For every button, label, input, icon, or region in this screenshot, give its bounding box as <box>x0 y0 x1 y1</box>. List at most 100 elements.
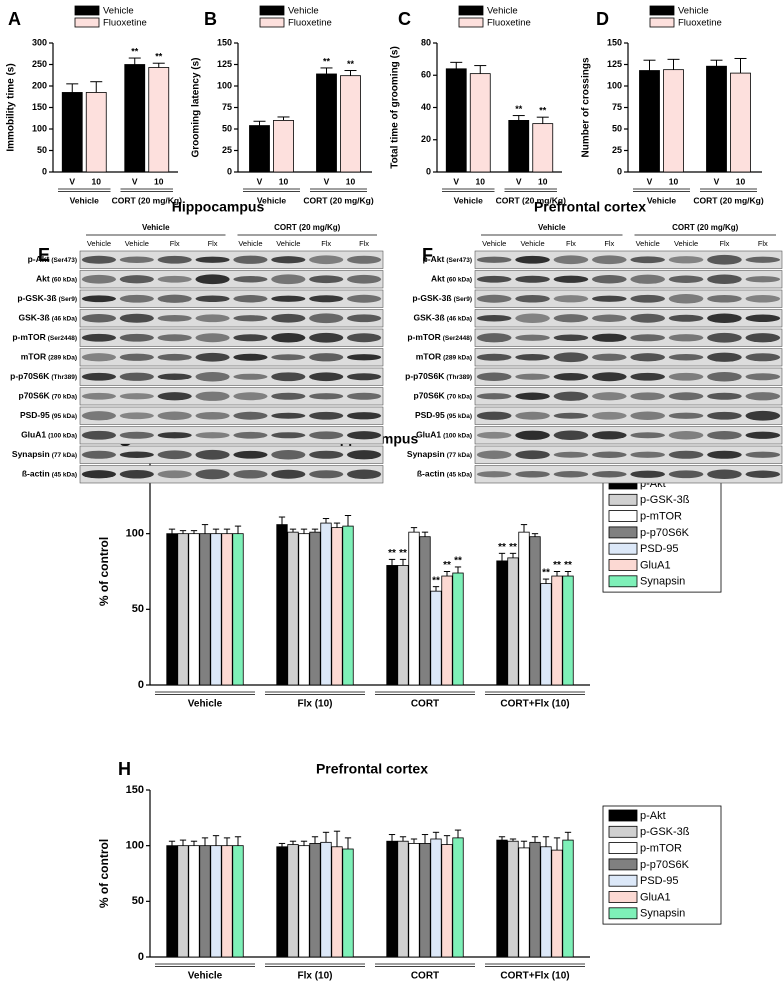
blot-band <box>233 255 268 264</box>
error-bar <box>509 838 517 842</box>
legend-label: Fluoxetine <box>678 18 722 29</box>
protein-name: Akt <box>36 274 50 284</box>
blot-band <box>745 373 781 381</box>
blot-band <box>309 353 344 362</box>
bar <box>287 531 299 686</box>
blot-band <box>347 392 382 400</box>
blot-band <box>157 334 192 342</box>
x-tick-label: Flx (10) <box>297 699 332 710</box>
blot-band <box>157 353 192 361</box>
bar <box>309 843 321 958</box>
error-bar <box>179 839 187 846</box>
blot-band <box>553 451 589 458</box>
error-bar <box>90 81 103 93</box>
blot-band <box>119 412 154 420</box>
blot-band <box>347 373 382 381</box>
panel-letter: C <box>398 9 411 29</box>
blot-group-label: Vehicle <box>538 223 566 232</box>
protein-detail: (Ser2448) <box>48 334 77 341</box>
blot-band <box>630 470 665 478</box>
blot-title: Prefrontal cortex <box>534 199 646 215</box>
error-bar <box>223 528 231 534</box>
blot-band <box>81 274 116 284</box>
x-tick-label: Vehicle <box>647 195 677 205</box>
blot-strip <box>79 445 384 464</box>
blot-band <box>592 392 627 401</box>
blot-band <box>119 294 154 303</box>
blot-band <box>592 333 627 342</box>
legend-swatch <box>608 526 638 539</box>
blot-band <box>745 451 781 458</box>
blot-band <box>81 470 116 479</box>
bar <box>340 75 361 173</box>
bar <box>298 845 310 958</box>
blot-band <box>81 372 116 381</box>
panel-letter: E <box>38 245 50 265</box>
blot-band <box>630 372 665 381</box>
legend-label: PSD-95 <box>640 543 679 555</box>
x-tick-label: Flx (10) <box>297 971 332 982</box>
blot-band <box>195 256 230 263</box>
blot-band <box>707 294 742 303</box>
blot-band <box>707 352 742 362</box>
blot-strip <box>474 348 783 367</box>
protein-name: GluA1 <box>416 430 441 440</box>
blot-band <box>553 275 589 283</box>
significance: ** <box>539 106 547 116</box>
protein-detail: (70 kDa) <box>52 393 77 400</box>
bar <box>166 533 178 686</box>
lane-label: Vehicle <box>636 239 660 248</box>
error-bar <box>190 840 198 846</box>
protein-name: p-GSK-3ß <box>17 293 56 303</box>
blot-band <box>157 314 192 322</box>
bar <box>232 845 244 958</box>
error-bar <box>322 831 330 843</box>
blot-band <box>476 294 512 303</box>
bar <box>419 843 431 958</box>
error-bar <box>564 571 572 577</box>
blot-band <box>592 255 627 265</box>
bar <box>61 92 83 173</box>
bar <box>316 73 337 173</box>
blot-band <box>630 411 665 420</box>
legend-label: Fluoxetine <box>487 18 531 29</box>
protein-name: p-mTOR <box>12 332 45 342</box>
blot-band <box>553 372 589 381</box>
blot-band <box>515 294 550 303</box>
blot-band <box>592 275 627 284</box>
panel-letter: H <box>118 759 131 779</box>
blot-band <box>81 450 116 459</box>
significance: ** <box>542 568 550 579</box>
lane-label: Flx <box>566 239 576 248</box>
blot-band <box>553 295 589 303</box>
protein-detail: (45 kDa) <box>447 471 472 478</box>
protein-detail: (Ser2448) <box>443 334 472 341</box>
bar <box>188 533 200 686</box>
y-tick-label: 100 <box>126 840 144 852</box>
bar <box>518 531 530 686</box>
bar <box>540 846 552 958</box>
legend-label: p-p70S6K <box>640 859 690 871</box>
x-tick-label: Vehicle <box>70 195 100 205</box>
x-tick-label: Vehicle <box>454 195 484 205</box>
panel-letter: F <box>422 245 433 265</box>
legend-label: Fluoxetine <box>103 18 147 29</box>
blot-band <box>476 275 512 283</box>
bar-label: V <box>714 176 720 186</box>
y-tick-label: 125 <box>607 59 622 69</box>
y-axis-label: Grooming latency (s) <box>191 57 202 157</box>
blot-band <box>476 393 512 400</box>
bar <box>551 575 563 686</box>
bar-label: V <box>132 176 138 186</box>
legend-label: Synapsin <box>640 908 685 920</box>
error-bar <box>152 62 165 68</box>
significance: ** <box>553 560 561 571</box>
error-bar <box>311 528 319 533</box>
blot-band <box>309 411 344 420</box>
protein-detail: (289 kDa) <box>443 354 472 361</box>
bar-label: V <box>69 176 75 186</box>
bar <box>210 533 222 686</box>
blot-band <box>668 412 704 419</box>
y-tick-label: 80 <box>421 37 431 47</box>
blot-band <box>476 471 512 478</box>
